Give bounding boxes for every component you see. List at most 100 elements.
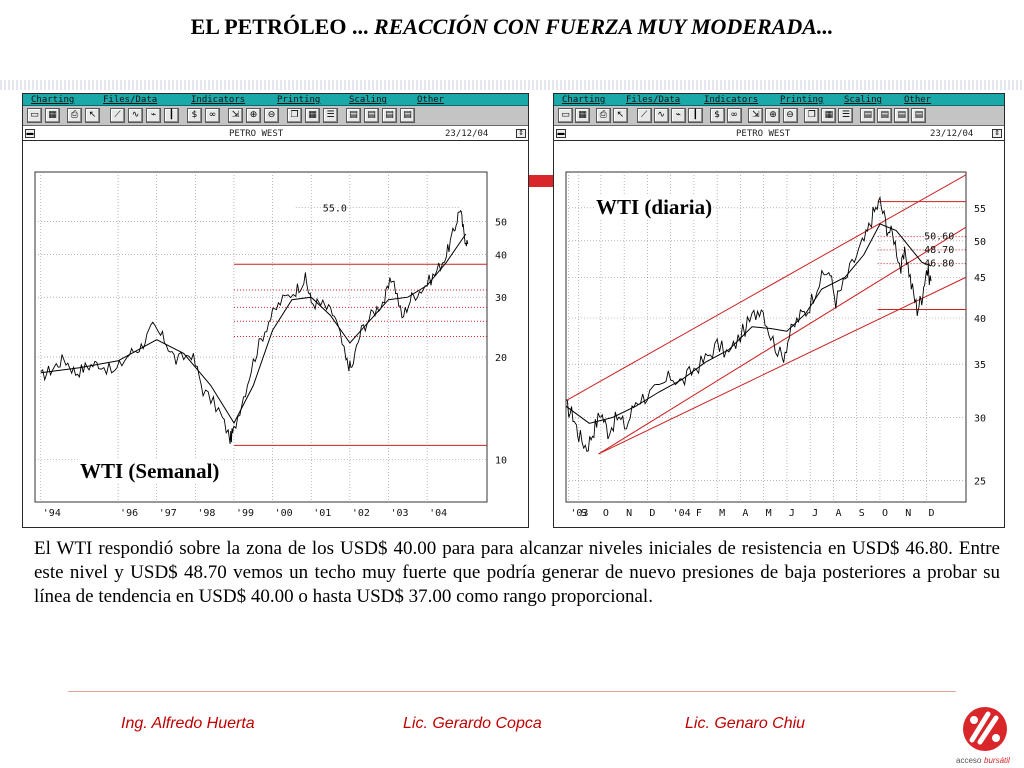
y-tick-label: 50 xyxy=(495,218,507,229)
x-tick-label: '99 xyxy=(236,508,254,519)
menu-files-data[interactable]: Files/Data xyxy=(103,95,158,105)
bars-icon[interactable]: ┃ xyxy=(687,108,703,123)
close-icon[interactable]: ▬ xyxy=(556,129,566,138)
rec3-icon[interactable]: ▤ xyxy=(894,108,910,123)
wave-icon[interactable]: ∿ xyxy=(653,108,669,123)
logo-text-colored: bursátil xyxy=(984,756,1010,765)
chart-title: PETRO WEST xyxy=(736,129,791,139)
zoom-out-icon[interactable]: ⊖ xyxy=(264,108,279,123)
rec1-icon[interactable]: ▤ xyxy=(346,108,361,123)
x-tick-label: '00 xyxy=(275,508,293,519)
print-icon[interactable]: ⎙ xyxy=(595,108,611,123)
open-icon[interactable]: ▭ xyxy=(558,108,573,123)
menu-files-data[interactable]: Files/Data xyxy=(626,95,681,105)
menu-printing[interactable]: Printing xyxy=(780,95,824,105)
scroll-arrows-icon[interactable]: ⇕ xyxy=(992,129,1002,138)
author-3: Lic. Genaro Chiu xyxy=(685,715,806,732)
trend-line xyxy=(598,226,967,455)
rec3-icon[interactable]: ▤ xyxy=(382,108,397,123)
x-tick-label: '97 xyxy=(159,508,177,519)
print-icon[interactable]: ⎙ xyxy=(67,108,82,123)
daily-chart: '03S O N D '04 F M A M J J A S O N D5550454035302550.60… xyxy=(565,171,986,519)
x-tick-label: M xyxy=(719,508,725,519)
menu-bar: Charting Files/Data Indicators Printing … xyxy=(23,94,528,106)
rec2-icon[interactable]: ▤ xyxy=(877,108,893,123)
y-tick-label: 45 xyxy=(974,273,986,284)
list-icon[interactable]: ☰ xyxy=(838,108,854,123)
plot-area xyxy=(34,171,488,503)
red-accent-bar xyxy=(528,175,554,187)
level-label: 50.60 xyxy=(924,232,954,243)
zoom-out-icon[interactable]: ⊖ xyxy=(782,108,798,123)
scale-icon[interactable]: ⇲ xyxy=(228,108,243,123)
menu-bar: Charting Files/Data Indicators Printing … xyxy=(554,94,1004,106)
y-tick-label: 10 xyxy=(495,455,507,466)
chart-date: 23/12/04 xyxy=(445,129,489,139)
rec2-icon[interactable]: ▤ xyxy=(364,108,379,123)
dollar-icon[interactable]: $ xyxy=(187,108,202,123)
cursor-icon[interactable]: ↖ xyxy=(85,108,100,123)
price-series xyxy=(566,196,932,453)
window-icon[interactable]: ❐ xyxy=(804,108,820,123)
grid-icon[interactable]: ▦ xyxy=(821,108,837,123)
line-icon[interactable]: ⟋ xyxy=(636,108,652,123)
indicator-icon[interactable]: ⌁ xyxy=(146,108,161,123)
rec4-icon[interactable]: ▤ xyxy=(400,108,415,123)
y-tick-label: 30 xyxy=(495,293,507,304)
rec4-icon[interactable]: ▤ xyxy=(911,108,927,123)
zoom-in-icon[interactable]: ⊕ xyxy=(765,108,781,123)
chart-header: ▬ PETRO WEST 23/12/04 ⇕ xyxy=(554,127,1004,141)
indicator-icon[interactable]: ⌁ xyxy=(670,108,686,123)
grid-icon[interactable]: ▦ xyxy=(305,108,320,123)
wave-icon[interactable]: ∿ xyxy=(128,108,143,123)
close-icon[interactable]: ▬ xyxy=(25,129,35,138)
list-icon[interactable]: ☰ xyxy=(323,108,338,123)
menu-charting[interactable]: Charting xyxy=(562,95,606,105)
x-tick-label: '03 xyxy=(570,508,588,519)
y-tick-label: 50 xyxy=(974,237,986,248)
y-tick-label: 40 xyxy=(974,314,986,325)
x-tick-label: N xyxy=(905,508,911,519)
menu-other[interactable]: Other xyxy=(904,95,932,105)
plot-area xyxy=(565,171,967,503)
calendar-icon[interactable]: ▦ xyxy=(45,108,60,123)
author-1: Ing. Alfredo Huerta xyxy=(121,715,255,732)
menu-scaling[interactable]: Scaling xyxy=(844,95,882,105)
menu-indicators[interactable]: Indicators xyxy=(704,95,759,105)
x-tick-label: J xyxy=(789,508,795,519)
y-tick-label: 30 xyxy=(974,414,986,425)
menu-printing[interactable]: Printing xyxy=(277,95,321,105)
binoculars-icon[interactable]: ∞ xyxy=(205,108,220,123)
menu-scaling[interactable]: Scaling xyxy=(349,95,387,105)
rec1-icon[interactable]: ▤ xyxy=(860,108,876,123)
menu-charting[interactable]: Charting xyxy=(31,95,75,105)
logo-text-plain: acceso xyxy=(956,756,982,765)
line-icon[interactable]: ⟋ xyxy=(110,108,125,123)
price-series xyxy=(40,209,469,445)
zoom-in-icon[interactable]: ⊕ xyxy=(246,108,261,123)
x-tick-label: '96 xyxy=(120,508,138,519)
x-tick-label: N xyxy=(626,508,632,519)
cursor-icon[interactable]: ↖ xyxy=(612,108,628,123)
x-tick-label: O xyxy=(603,508,609,519)
scroll-arrows-icon[interactable]: ⇕ xyxy=(516,129,526,138)
trend-line xyxy=(565,174,967,402)
open-icon[interactable]: ▭ xyxy=(27,108,42,123)
chart-window-weekly: Charting Files/Data Indicators Printing … xyxy=(22,93,529,528)
slide-title-italic: REACCIÓN CON FUERZA MUY MODERADA... xyxy=(373,14,834,39)
slide-title-plain: EL PETRÓLEO ... xyxy=(190,14,374,39)
x-tick-label: '04 xyxy=(429,508,447,519)
weekly-chart: '94 '96 '97 '98 '99 '00 '01 '02 '03 '04 50 40 30 20 10… xyxy=(34,171,507,519)
window-icon[interactable]: ❐ xyxy=(287,108,302,123)
chart-window-daily: Charting Files/Data Indicators Printing … xyxy=(553,93,1005,528)
chart-date: 23/12/04 xyxy=(930,129,974,139)
bars-icon[interactable]: ┃ xyxy=(164,108,179,123)
binoculars-icon[interactable]: ∞ xyxy=(726,108,742,123)
dollar-icon[interactable]: $ xyxy=(709,108,725,123)
x-tick-label: '04 xyxy=(673,508,691,519)
scale-icon[interactable]: ⇲ xyxy=(748,108,764,123)
menu-indicators[interactable]: Indicators xyxy=(191,95,246,105)
calendar-icon[interactable]: ▦ xyxy=(575,108,591,123)
menu-other[interactable]: Other xyxy=(417,95,445,105)
slide-title: EL PETRÓLEO ... REACCIÓN CON FUERZA MUY … xyxy=(0,14,1024,40)
